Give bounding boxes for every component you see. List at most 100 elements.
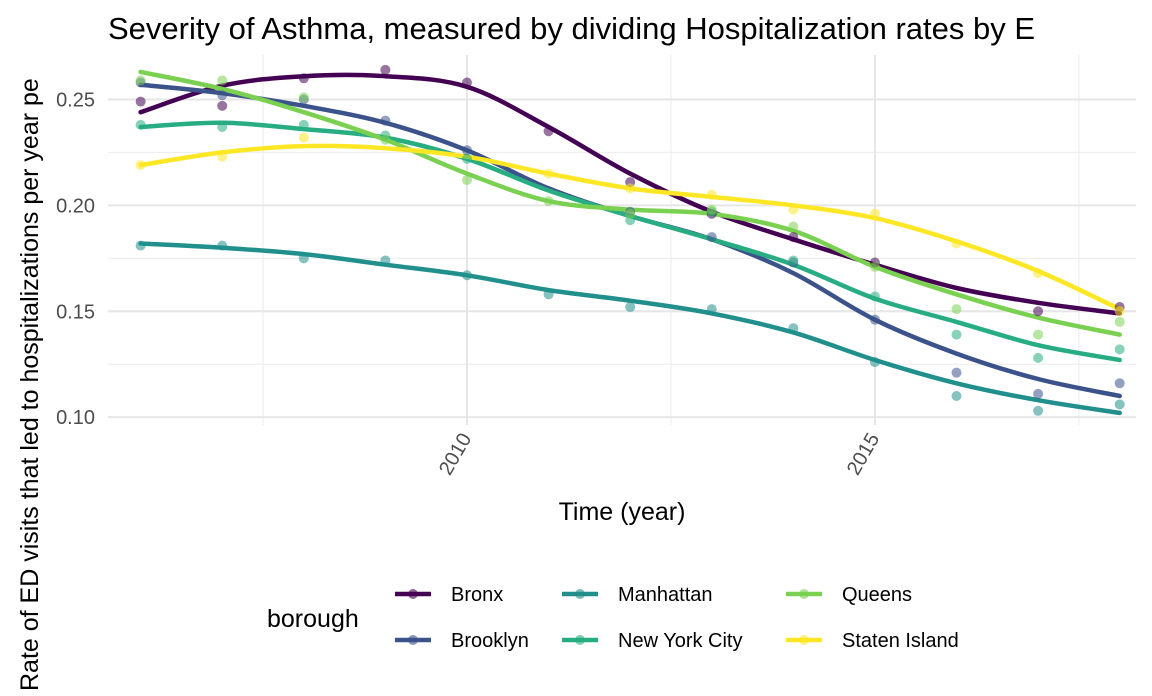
legend-key-point (408, 635, 418, 645)
legend-key-point (575, 635, 585, 645)
data-point-brooklyn (380, 115, 391, 126)
data-point-queens (951, 304, 962, 315)
data-point-brooklyn (951, 367, 962, 378)
data-point-manhattan (788, 323, 799, 334)
data-point-manhattan (135, 240, 146, 251)
data-point-new-york-city (951, 329, 962, 340)
data-point-new-york-city (869, 291, 880, 302)
legend-item-bronx: Bronx (395, 584, 503, 606)
legend: borough Bronx Brooklyn Manhattan New York C… (267, 584, 959, 652)
data-point-bronx (1033, 306, 1044, 317)
data-point-new-york-city (461, 153, 472, 164)
data-point-bronx (298, 73, 309, 84)
data-point-new-york-city (298, 119, 309, 130)
data-point-staten-island (135, 160, 146, 171)
y-tick-label: 0.15 (56, 301, 95, 323)
x-tick-label: 2010 (435, 430, 476, 480)
data-point-manhattan (217, 240, 228, 251)
data-point-brooklyn (217, 90, 228, 101)
series-line-staten-island (138, 143, 1122, 312)
y-axis-title: Rate of ED visits that led to hospitaliz… (16, 78, 44, 691)
data-point-queens (217, 75, 228, 86)
legend-label: Bronx (451, 584, 503, 606)
legend-item-brooklyn: Brooklyn (395, 630, 529, 652)
data-point-brooklyn (1114, 378, 1125, 389)
data-point-staten-island (706, 189, 717, 200)
data-point-queens (788, 221, 799, 232)
data-point-queens (380, 134, 391, 145)
data-point-brooklyn (706, 232, 717, 243)
data-point-bronx (461, 77, 472, 88)
data-point-brooklyn (461, 145, 472, 156)
data-point-staten-island (217, 151, 228, 162)
data-point-bronx (543, 126, 554, 137)
line-layer (138, 69, 1122, 416)
data-point-brooklyn (869, 314, 880, 325)
data-point-manhattan (625, 302, 636, 313)
data-point-bronx (135, 96, 146, 107)
series-line-queens (138, 69, 1122, 337)
legend-key-point (408, 589, 418, 599)
data-point-queens (625, 208, 636, 219)
legend-title: borough (267, 605, 359, 633)
data-point-new-york-city (788, 255, 799, 266)
data-point-queens (1033, 329, 1044, 340)
legend-item-staten-island: Staten Island (786, 630, 959, 652)
data-point-brooklyn (1033, 388, 1044, 399)
legend-key-point (575, 589, 585, 599)
data-point-new-york-city (1033, 352, 1044, 363)
data-point-new-york-city (135, 119, 146, 130)
data-point-manhattan (1114, 399, 1125, 410)
series-line-bronx (138, 72, 1122, 316)
data-point-manhattan (543, 289, 554, 300)
legend-label: Manhattan (618, 584, 713, 606)
data-point-staten-island (625, 183, 636, 194)
data-point-staten-island (543, 168, 554, 179)
data-point-manhattan (380, 255, 391, 266)
data-point-bronx (217, 100, 228, 111)
data-point-new-york-city (217, 122, 228, 133)
data-point-manhattan (951, 390, 962, 401)
series-line-new-york-city (138, 120, 1122, 363)
data-point-queens (461, 174, 472, 185)
point-layer (135, 64, 1125, 416)
data-point-queens (543, 196, 554, 207)
x-axis-title: Time (year) (559, 498, 686, 526)
data-point-queens (135, 75, 146, 86)
x-tick-label: 2015 (843, 430, 884, 480)
data-point-staten-island (951, 238, 962, 249)
legend-item-manhattan: Manhattan (562, 584, 713, 606)
grid-layer (108, 55, 1136, 425)
data-point-staten-island (298, 132, 309, 143)
legend-label: New York City (618, 630, 743, 652)
data-point-queens (1114, 316, 1125, 327)
data-point-manhattan (298, 253, 309, 264)
legend-item-new-york-city: New York City (562, 630, 743, 652)
legend-key-point (799, 589, 809, 599)
data-point-manhattan (1033, 405, 1044, 416)
data-point-manhattan (461, 270, 472, 281)
data-point-bronx (380, 64, 391, 75)
data-point-queens (298, 92, 309, 103)
data-point-staten-island (869, 208, 880, 219)
legend-item-queens: Queens (786, 584, 912, 606)
legend-items: Bronx Brooklyn Manhattan New York City Queen… (395, 584, 959, 652)
data-point-manhattan (869, 357, 880, 368)
data-point-staten-island (788, 204, 799, 215)
data-point-staten-island (1114, 306, 1125, 317)
series-line-brooklyn (138, 82, 1122, 399)
legend-key-point (799, 635, 809, 645)
data-point-new-york-city (1114, 344, 1125, 355)
data-point-staten-island (1033, 268, 1044, 279)
y-tick-label: 0.10 (56, 407, 95, 429)
legend-label: Staten Island (842, 630, 959, 652)
legend-label: Brooklyn (451, 630, 529, 652)
y-tick-label: 0.20 (56, 195, 95, 217)
data-point-bronx (788, 232, 799, 243)
data-point-manhattan (706, 304, 717, 315)
data-point-queens (869, 261, 880, 272)
data-point-queens (706, 204, 717, 215)
y-tick-label: 0.25 (56, 89, 95, 111)
